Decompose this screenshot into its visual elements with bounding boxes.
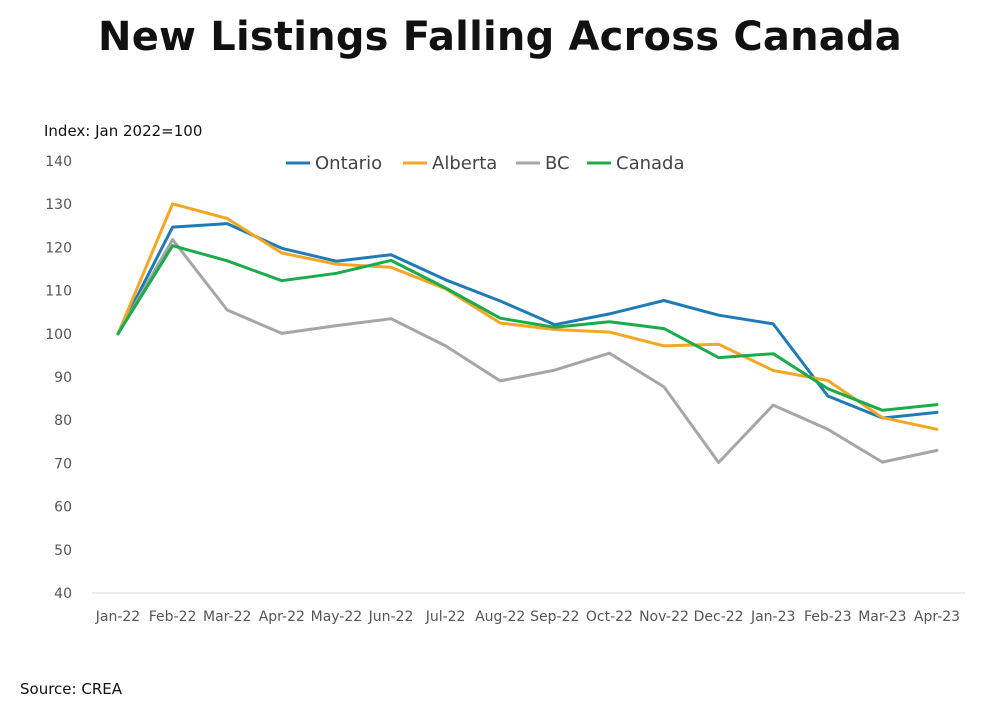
legend-item-bc: BC [516,153,570,174]
x-tick-label: May-22 [311,609,363,625]
series-lines [116,202,939,464]
x-tick-label: Jul-22 [425,609,466,625]
x-tick-label: Apr-22 [259,609,305,625]
legend-label: Alberta [432,153,497,174]
y-tick-label: 40 [54,586,72,602]
y-tick-label: 110 [45,284,72,300]
y-axis-label: Index: Jan 2022=100 [44,122,202,140]
legend-item-canada: Canada [587,153,685,174]
x-tick-label: Feb-22 [149,609,197,625]
y-tick-label: 90 [54,370,72,386]
x-tick-label: Jan-23 [750,609,795,625]
y-tick-label: 70 [54,456,72,472]
chart-title: New Listings Falling Across Canada [98,14,902,60]
x-tick-label: Jan-22 [95,609,140,625]
y-tick-label: 120 [45,240,72,256]
x-tick-label: Mar-23 [858,609,906,625]
series-line-alberta [116,202,939,431]
y-axis-ticks: 140 130 120 110 100 90 80 70 60 50 40 [45,154,72,602]
series-line-ontario [116,222,939,420]
y-tick-label: 50 [54,543,72,559]
x-tick-label: Dec-22 [694,609,744,625]
x-tick-label: Nov-22 [639,609,689,625]
y-tick-label: 130 [45,197,72,213]
y-tick-label: 60 [54,500,72,516]
legend-label: Canada [616,153,685,174]
y-tick-label: 140 [45,154,72,170]
x-tick-label: Apr-23 [914,609,960,625]
legend: Ontario Alberta BC Canada [286,153,685,174]
source-note: Source: CREA [20,680,122,698]
x-tick-label: Jun-22 [368,609,414,625]
x-tick-label: Mar-22 [203,609,251,625]
series-line-bc [116,238,939,464]
legend-item-ontario: Ontario [286,153,382,174]
x-tick-label: Aug-22 [475,609,525,625]
x-tick-label: Oct-22 [586,609,633,625]
legend-label: BC [545,153,570,174]
series-line-canada [116,244,939,412]
x-axis-ticks: Jan-22 Feb-22 Mar-22 Apr-22 May-22 Jun-22 Jul-… [95,609,960,625]
y-tick-label: 80 [54,413,72,429]
y-tick-label: 100 [45,327,72,343]
legend-label: Ontario [315,153,382,174]
legend-item-alberta: Alberta [403,153,497,174]
x-tick-label: Feb-23 [804,609,852,625]
x-tick-label: Sep-22 [530,609,579,625]
